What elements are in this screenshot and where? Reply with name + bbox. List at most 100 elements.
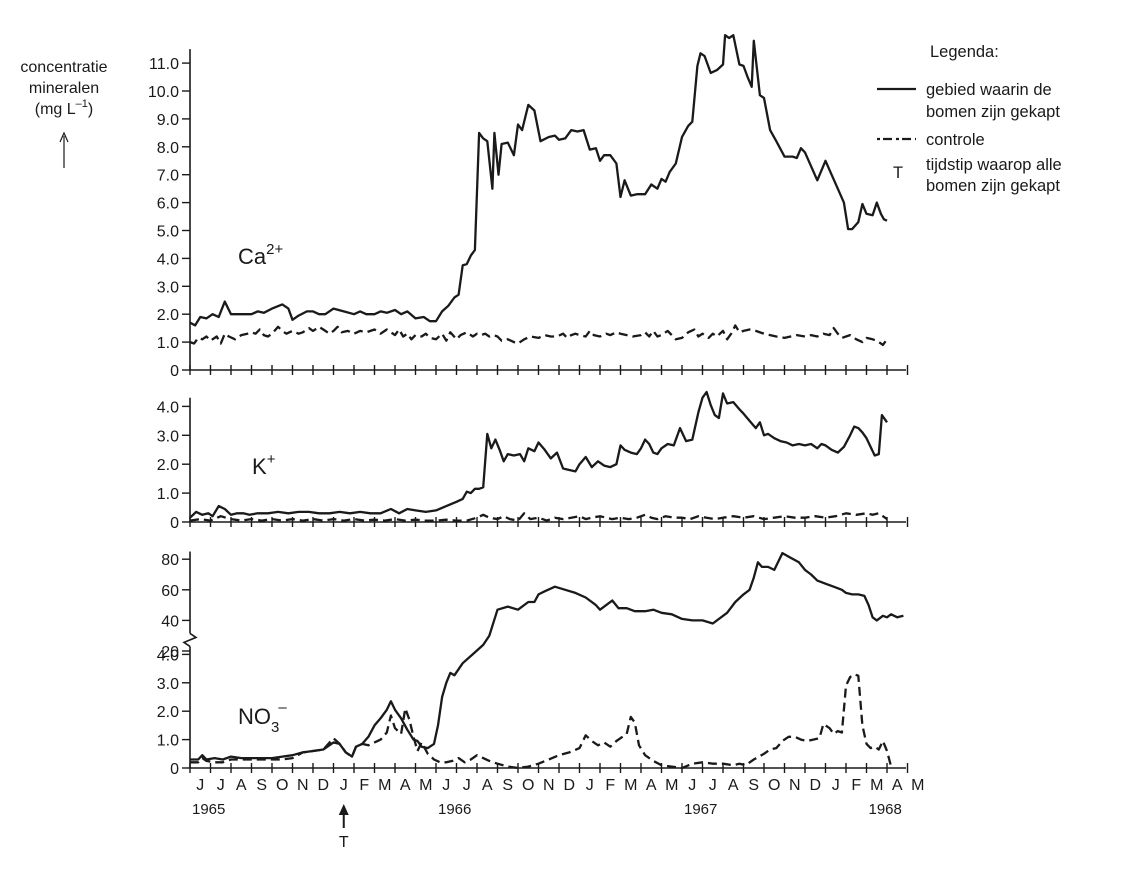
x-month-label: S [256,777,267,794]
y-tick-label: 1.0 [157,335,179,352]
x-month-label: J [217,777,225,794]
legend: Legenda: gebied waarin de bomen zijn gek… [877,43,1062,195]
y-tick-label: 9.0 [157,112,179,129]
y-tick-label: 3.0 [157,428,179,445]
y-tick-label: 1.0 [157,733,179,750]
y-tick-label: 6.0 [157,196,179,213]
y-axis-label-line2: mineralen [29,80,99,97]
ion-superscript: 2+ [266,241,283,258]
x-month-label: J [442,777,450,794]
x-year-label: 1966 [438,801,471,818]
cut-marker: T [338,804,349,851]
x-month-label: D [317,777,329,794]
unit-exponent: –1 [76,98,88,110]
x-month-label: J [340,777,348,794]
x-month-label: J [463,777,471,794]
x-month-label: J [709,777,717,794]
ion-superscript: – [278,699,287,716]
y-tick-label: 60 [161,583,179,600]
y-tick-label: 5.0 [157,224,179,241]
x-month-label: S [748,777,759,794]
x-month-label: M [665,777,678,794]
x-month-label: F [605,777,615,794]
series-control-line [189,512,888,522]
axis-break-icon [182,632,198,648]
x-month-label: A [646,777,657,794]
x-month-label: A [728,777,739,794]
x-month-label: M [378,777,391,794]
x-month-label: J [586,777,594,794]
ion-label: K+ [252,451,276,479]
x-month-label: F [851,777,861,794]
y-tick-label: 0 [170,515,179,532]
y-tick-label: 8.0 [157,140,179,157]
y-axis-label: concentratie mineralen (mg L–1) [20,59,108,168]
x-month-label: O [768,777,780,794]
legend-control-line1: controle [926,131,985,149]
series-treated-line [189,390,888,519]
ion-subscript: 3 [271,719,279,736]
series-control-line [189,324,888,347]
x-month-label: A [236,777,247,794]
unit-close: ) [88,101,93,118]
legend-treated-line1: gebied waarin de [926,81,1052,99]
x-month-label: S [502,777,513,794]
y-tick-label: 3.0 [157,676,179,693]
x-year-label: 1968 [869,801,902,818]
ion-superscript: + [267,451,276,468]
x-month-label: O [276,777,288,794]
y-axis-label-line1: concentratie [20,59,107,76]
y-tick-label: 2.0 [157,307,179,324]
y-tick-label: 4.0 [157,399,179,416]
tick-marks [182,62,909,773]
x-axis-labels: J J A S O N D J F M A M J J A S O N D J F M A M J J A S O N D J F M A M1965… [192,777,924,818]
x-year-label: 1965 [192,801,225,818]
y-tick-label: 4.0 [157,647,179,664]
y-axis-label-unit: (mg L–1) [35,98,93,118]
x-month-label: J [832,777,840,794]
x-month-label: A [482,777,493,794]
x-month-label: J [196,777,204,794]
ion-label: Ca2+ [238,241,283,269]
ion-labels: Ca2+ K+ NO3 – [238,241,287,736]
axes [182,49,906,769]
x-month-label: N [297,777,309,794]
y-tick-label: 2.0 [157,457,179,474]
legend-cut-line1: tijdstip waarop alle [926,156,1062,174]
ion-base: Ca [238,244,267,269]
cut-marker-arrowhead-icon [338,804,349,815]
y-tick-label: 1.0 [157,486,179,503]
y-tick-label: 40 [161,613,179,630]
legend-treated-line2: bomen zijn gekapt [926,103,1060,121]
legend-cut-symbol: T [893,164,903,182]
x-month-label: M [870,777,883,794]
x-month-label: M [911,777,924,794]
data-series [189,34,904,770]
x-month-label: N [789,777,801,794]
x-month-label: J [688,777,696,794]
y-tick-label: 10.0 [148,84,179,101]
y-tick-label: 2.0 [157,704,179,721]
x-month-label: O [522,777,534,794]
x-month-label: A [400,777,411,794]
y-tick-label: 0 [170,363,179,380]
x-month-label: F [359,777,369,794]
unit-text: (mg L [35,101,76,118]
y-axis-arrowhead-icon [59,131,69,143]
series-treated-line [190,551,904,761]
series-treated-line [189,34,888,327]
x-month-label: M [419,777,432,794]
y-tick-labels: 0 1.0 2.0 3.0 4.0 5.0 6.0 7.0 8.0 9.0 10.0 11.0 0 1.0… [148,56,179,778]
y-tick-label: 7.0 [157,168,179,185]
ion-label: NO3 – [238,699,287,736]
cut-marker-label: T [339,834,349,851]
legend-title: Legenda: [930,43,999,61]
x-month-label: D [809,777,821,794]
y-tick-label: 4.0 [157,251,179,268]
y-tick-label: 20 [161,644,179,661]
y-tick-label: 11.0 [149,56,179,73]
series-control-line [190,673,893,770]
y-tick-label: 3.0 [157,279,179,296]
x-year-label: 1967 [684,801,717,818]
y-tick-label: 80 [161,552,179,569]
